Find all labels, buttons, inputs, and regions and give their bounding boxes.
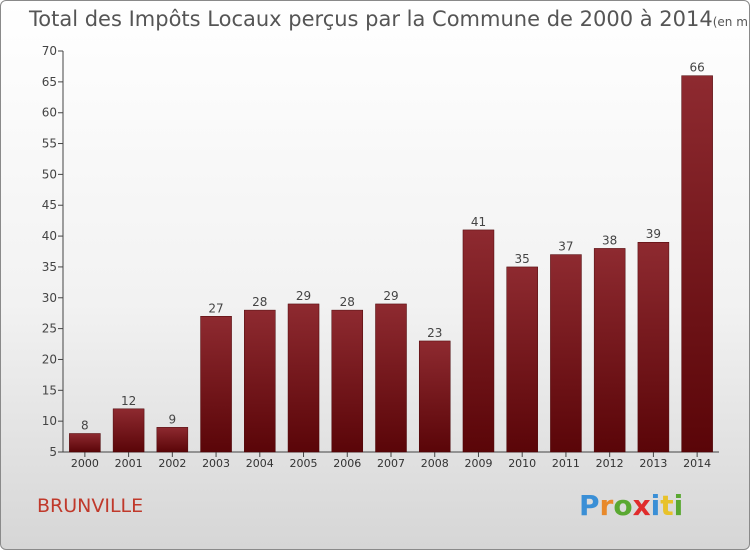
y-tick-label: 70 (42, 44, 57, 58)
bar-2005 (288, 304, 319, 452)
data-label-2010: 35 (515, 252, 530, 266)
bar-2009 (463, 230, 494, 452)
y-tick-label: 65 (42, 75, 57, 89)
x-tick-label: 2002 (158, 457, 186, 470)
y-tick-label: 40 (42, 229, 57, 243)
chart-frame: Total des Impôts Locaux perçus par la Co… (0, 0, 750, 550)
data-label-2003: 27 (208, 301, 223, 315)
y-tick-label: 15 (42, 383, 57, 397)
y-tick-label: 30 (42, 291, 57, 305)
data-label-2000: 8 (81, 418, 89, 432)
x-tick-label: 2009 (464, 457, 492, 470)
data-label-2008: 23 (427, 326, 442, 340)
data-label-2012: 38 (602, 233, 617, 247)
y-tick-label: 5 (49, 445, 57, 459)
logo-letter: o (613, 489, 632, 522)
data-label-2004: 28 (252, 295, 267, 309)
bar-chart: 5 10 15 20 25 30 35 40 45 50 55 60 65 70 2000 2001 2002 2… (1, 1, 750, 550)
y-tick-label: 20 (42, 352, 57, 366)
commune-name: BRUNVILLE (37, 495, 143, 517)
bar-2014 (682, 76, 713, 452)
data-label-2011: 37 (558, 240, 573, 254)
logo-letter: r (600, 489, 614, 522)
x-tick-label: 2000 (71, 457, 99, 470)
logo-letter: i (651, 489, 661, 522)
bar-2011 (550, 255, 581, 452)
bar-2008 (419, 341, 450, 452)
y-tick-label: 45 (42, 198, 57, 212)
x-tick-label: 2004 (246, 457, 274, 470)
x-tick-label: 2011 (552, 457, 580, 470)
data-label-2001: 12 (121, 394, 136, 408)
data-label-2005: 29 (296, 289, 311, 303)
y-tick-label: 25 (42, 322, 57, 336)
data-label-2007: 29 (383, 289, 398, 303)
x-tick-label: 2001 (115, 457, 143, 470)
logo-letter: P (579, 489, 600, 522)
data-label-2006: 28 (340, 295, 355, 309)
y-tick-label: 10 (42, 414, 57, 428)
bar-2007 (376, 304, 407, 452)
bar-2004 (244, 310, 275, 452)
x-tick-label: 2006 (333, 457, 361, 470)
y-tick-label: 35 (42, 260, 57, 274)
x-tick-label: 2014 (683, 457, 711, 470)
bar-2001 (113, 409, 144, 452)
x-tick-label: 2010 (508, 457, 536, 470)
x-tick-label: 2008 (421, 457, 449, 470)
x-tick-label: 2013 (639, 457, 667, 470)
data-label-2013: 39 (646, 227, 661, 241)
proxiti-logo: Proxiti (579, 489, 683, 522)
bar-2013 (638, 242, 669, 452)
logo-letter: x (633, 489, 651, 522)
data-label-2014: 66 (689, 61, 704, 75)
bar-2010 (507, 267, 538, 452)
data-label-2009: 41 (471, 215, 486, 229)
bar-2003 (201, 316, 232, 452)
data-label-2002: 9 (169, 412, 177, 426)
x-tick-label: 2007 (377, 457, 405, 470)
logo-letter: i (674, 489, 684, 522)
bar-2012 (594, 248, 625, 452)
x-tick-label: 2012 (596, 457, 624, 470)
bar-2002 (157, 427, 188, 452)
bar-2000 (69, 433, 100, 452)
y-tick-label: 60 (42, 106, 57, 120)
x-tick-label: 2003 (202, 457, 230, 470)
logo-letter: t (660, 489, 673, 522)
y-tick-label: 50 (42, 167, 57, 181)
bar-2006 (332, 310, 363, 452)
y-tick-label: 55 (42, 137, 57, 151)
x-tick-label: 2005 (290, 457, 318, 470)
